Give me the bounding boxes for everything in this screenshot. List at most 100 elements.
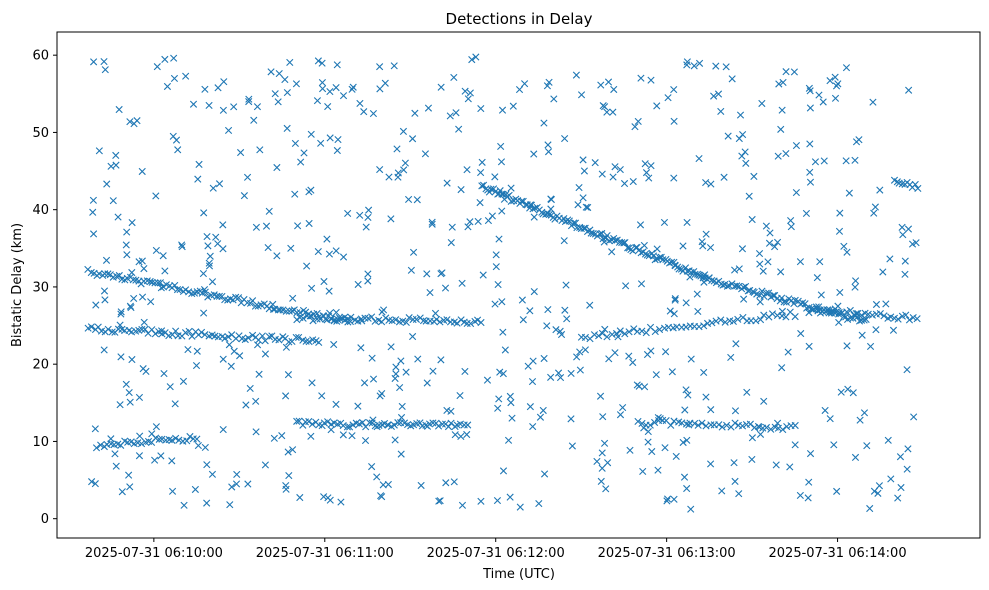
- data-point: [738, 422, 747, 430]
- data-point: [898, 223, 906, 231]
- data-point: [748, 434, 756, 442]
- data-point: [508, 414, 516, 422]
- data-point: [318, 85, 327, 93]
- data-point: [126, 483, 134, 491]
- data-point: [325, 250, 334, 258]
- data-point: [200, 285, 209, 294]
- data-point: [739, 283, 748, 291]
- data-point: [466, 89, 474, 97]
- data-point: [756, 316, 765, 324]
- data-point: [507, 399, 515, 407]
- data-point: [219, 355, 227, 363]
- data-point: [869, 98, 877, 106]
- data-point: [596, 230, 604, 238]
- data-point: [836, 288, 844, 297]
- data-point: [203, 461, 211, 469]
- data-point: [844, 385, 852, 393]
- data-point: [467, 319, 475, 328]
- data-point: [203, 499, 211, 507]
- data-point: [284, 448, 292, 456]
- data-point: [339, 431, 347, 439]
- data-point: [779, 426, 787, 434]
- data-point: [887, 475, 895, 483]
- data-point: [397, 413, 406, 422]
- data-point: [357, 315, 365, 323]
- data-point: [429, 419, 437, 427]
- data-point: [567, 415, 575, 423]
- data-point: [782, 149, 790, 158]
- data-point: [417, 481, 425, 490]
- data-point: [723, 421, 731, 429]
- data-point: [718, 487, 726, 495]
- data-point: [426, 289, 434, 297]
- data-point: [598, 449, 606, 457]
- data-point: [670, 117, 678, 125]
- data-point: [616, 327, 624, 335]
- data-point: [368, 354, 376, 362]
- data-point: [324, 103, 332, 111]
- data-point: [690, 62, 698, 70]
- data-point: [128, 268, 136, 277]
- data-point: [244, 334, 252, 342]
- data-point: [140, 318, 148, 326]
- data-point: [305, 417, 313, 426]
- data-point: [830, 441, 838, 449]
- data-point: [174, 146, 182, 154]
- data-point: [603, 108, 611, 116]
- data-point: [463, 430, 471, 439]
- data-point: [461, 87, 469, 95]
- data-point: [826, 77, 834, 85]
- data-point: [858, 331, 866, 339]
- data-point: [303, 312, 311, 320]
- data-point: [232, 293, 240, 301]
- data-point: [89, 196, 98, 204]
- data-point: [182, 72, 190, 80]
- x-axis: 2025-07-31 06:10:00 2025-07-31 06:11:00 20…: [85, 538, 907, 561]
- data-point: [599, 413, 607, 421]
- data-point: [730, 459, 738, 467]
- data-point: [94, 323, 102, 331]
- data-point: [790, 68, 798, 76]
- data-point: [524, 362, 532, 370]
- data-point: [152, 192, 160, 200]
- data-point: [419, 317, 428, 325]
- data-point: [518, 296, 526, 304]
- data-point: [303, 262, 311, 270]
- data-point: [647, 162, 655, 170]
- data-point: [252, 223, 261, 231]
- data-point: [178, 241, 186, 249]
- data-point: [478, 158, 486, 166]
- data-point: [248, 297, 257, 305]
- data-point: [767, 425, 775, 433]
- data-point: [336, 315, 344, 323]
- data-point: [806, 104, 814, 112]
- data-point: [875, 482, 884, 490]
- data-point: [333, 61, 341, 69]
- data-point: [742, 159, 750, 167]
- data-point: [208, 470, 217, 478]
- data-point: [596, 392, 605, 400]
- data-point: [408, 332, 417, 341]
- data-point: [159, 252, 167, 260]
- data-point: [201, 288, 209, 296]
- data-point: [699, 242, 707, 250]
- data-point: [670, 310, 678, 318]
- data-point: [154, 279, 162, 287]
- data-point: [87, 323, 96, 331]
- data-point: [600, 238, 608, 246]
- data-point: [720, 173, 728, 181]
- data-point: [708, 319, 716, 327]
- data-point: [858, 311, 866, 319]
- data-point: [670, 85, 678, 94]
- chart-title: Detections in Delay: [446, 10, 593, 28]
- data-point: [446, 112, 454, 120]
- data-point: [530, 150, 538, 158]
- data-point: [603, 333, 611, 341]
- data-point: [364, 277, 372, 285]
- data-point: [205, 262, 214, 270]
- data-point: [344, 209, 352, 218]
- data-point: [276, 306, 284, 314]
- data-point: [287, 244, 295, 252]
- data-point: [438, 269, 446, 277]
